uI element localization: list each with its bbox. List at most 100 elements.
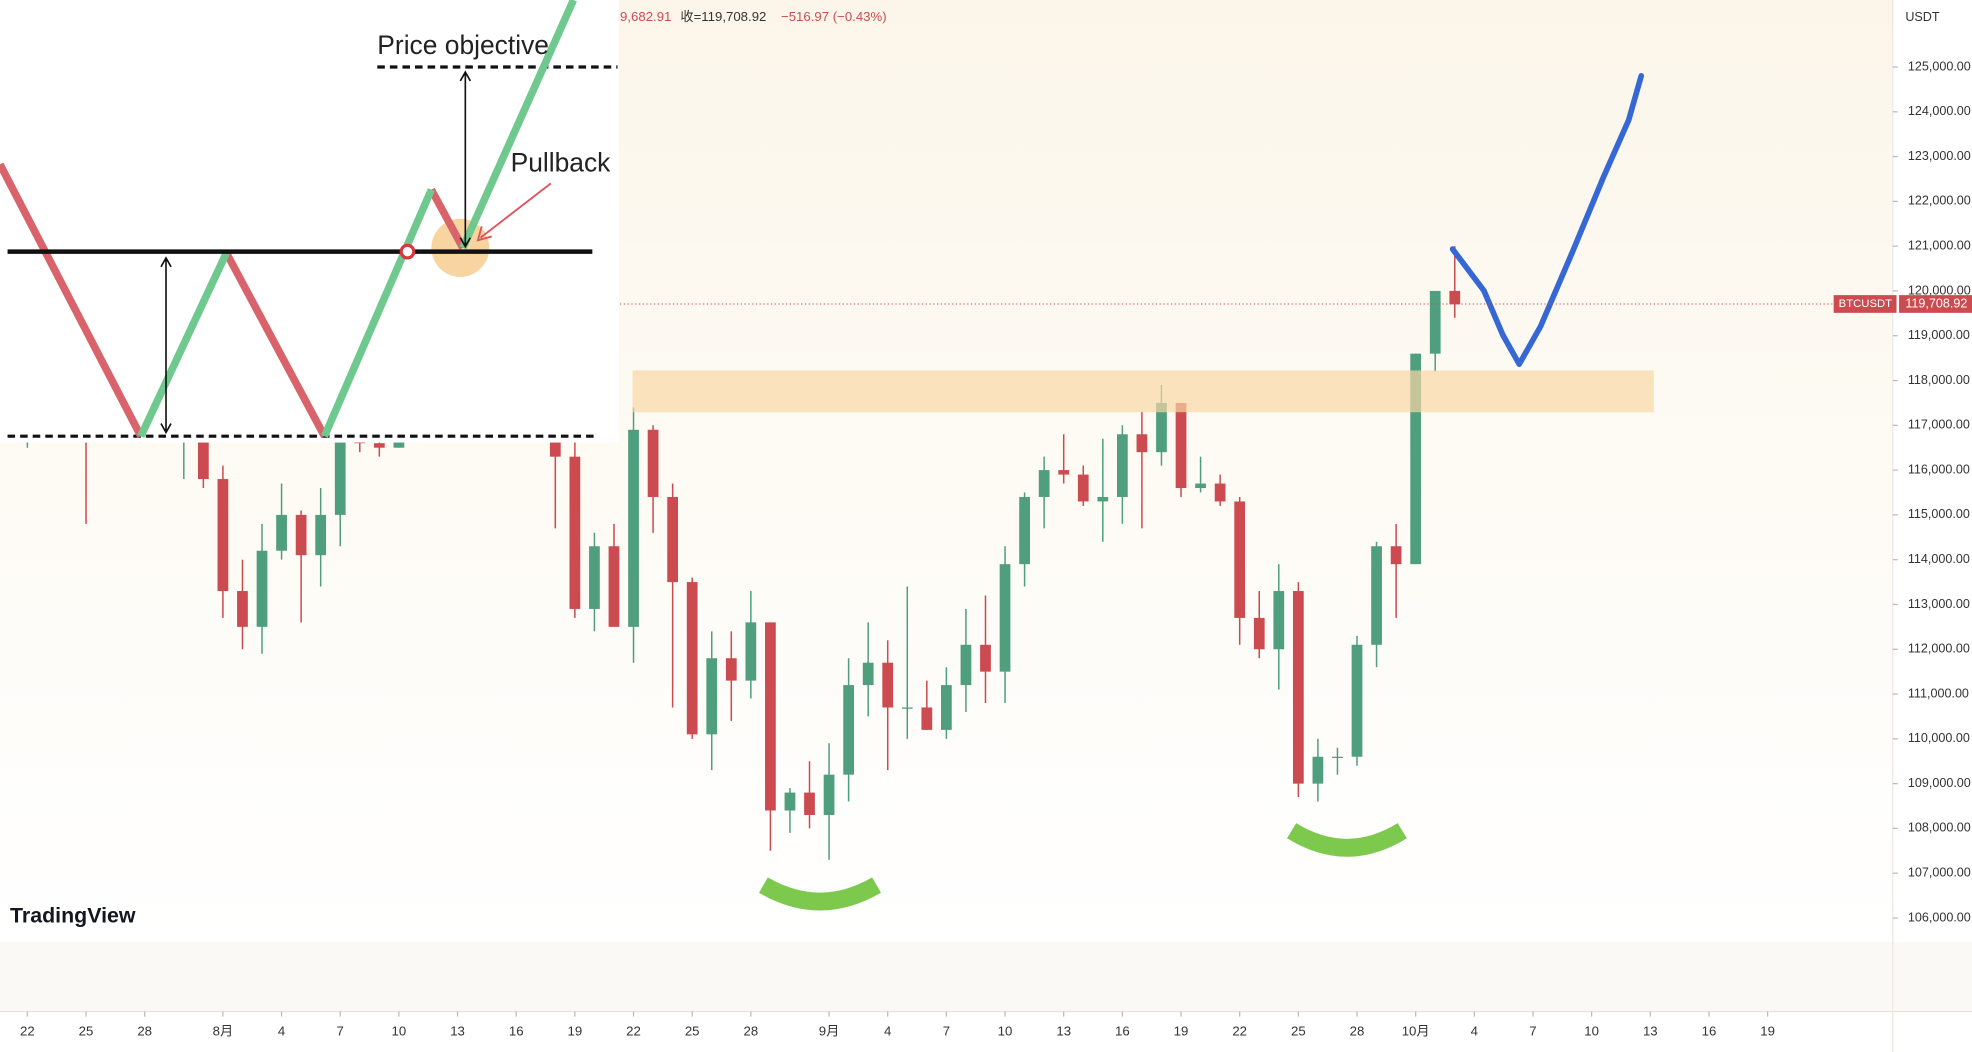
- candle-body: [1116, 434, 1128, 497]
- header-close: 收=119,708.92: [680, 9, 766, 24]
- candle-body: [843, 685, 854, 775]
- candle-body: [256, 550, 268, 627]
- breakout-point: [399, 243, 416, 260]
- x-tick-label: 22: [626, 1023, 641, 1038]
- candle-body: [1058, 470, 1070, 475]
- y-tick-label: 124,000.00: [1908, 104, 1971, 118]
- x-tick-label: 4: [884, 1023, 891, 1038]
- candle-body: [804, 792, 815, 815]
- candle-body: [373, 443, 385, 448]
- down-legs: [0, 162, 467, 439]
- x-tick-label: 13: [1056, 1023, 1071, 1038]
- candle-body: [1332, 756, 1343, 759]
- candle-body: [980, 644, 991, 672]
- candle-body: [1410, 353, 1422, 565]
- candle-body: [901, 707, 913, 709]
- candle-body: [1429, 290, 1441, 354]
- candle-body: [862, 662, 874, 686]
- symbol-label: BTCUSDT: [1839, 298, 1892, 310]
- candle-body: [217, 479, 229, 592]
- x-tick-label: 28: [744, 1023, 759, 1038]
- bottom-arc: [758, 877, 881, 911]
- y-tick-label: 106,000.00: [1908, 910, 1971, 924]
- y-tick-label: 111,000.00: [1908, 686, 1969, 700]
- x-tick-label: 19: [1760, 1023, 1775, 1038]
- projection-line: [1449, 73, 1645, 367]
- x-tick-label: 16: [1702, 1023, 1717, 1038]
- header-fragment: 9,682.91: [620, 9, 671, 24]
- candle-body: [589, 546, 600, 609]
- candle-body: [706, 658, 718, 735]
- candle-body: [1273, 591, 1285, 650]
- x-tick-label: 7: [337, 1023, 344, 1038]
- candle-body: [1038, 470, 1050, 497]
- candle-body: [784, 792, 796, 811]
- x-tick-label: 28: [137, 1023, 152, 1038]
- x-tick-label: 8月: [213, 1023, 234, 1038]
- x-tick-label: 13: [450, 1023, 465, 1038]
- candle-body: [295, 514, 307, 556]
- y-tick-label: 107,000.00: [1908, 866, 1971, 880]
- x-tick-label: 16: [509, 1023, 524, 1038]
- candle-body: [1156, 402, 1167, 453]
- pullback-label: Pullback: [511, 147, 612, 177]
- candle-body: [1234, 501, 1246, 618]
- y-tick-label: 125,000.00: [1908, 59, 1971, 73]
- x-tick-label: 10: [1584, 1023, 1599, 1038]
- candle-body: [745, 622, 757, 681]
- last-price-label: 119,708.92: [1905, 296, 1967, 310]
- price-tag: [1899, 295, 1972, 313]
- x-tick-label: 4: [1471, 1023, 1478, 1038]
- y-tick-label: 120,000.00: [1908, 283, 1971, 297]
- ohlc-header: 9,682.91 收=119,708.92 −516.97 (−0.43%): [620, 9, 887, 24]
- height-arrow: [160, 256, 172, 435]
- candle-body: [1175, 402, 1187, 489]
- candle-body: [686, 582, 698, 735]
- candle-body: [1292, 591, 1304, 784]
- y-tick-label: 121,000.00: [1908, 238, 1971, 252]
- x-tick-label: 25: [79, 1023, 94, 1038]
- x-tick-label: 13: [1643, 1023, 1658, 1038]
- y-tick-label: 115,000.00: [1908, 507, 1970, 521]
- x-tick-label: 4: [278, 1023, 285, 1038]
- x-tick-label: 19: [568, 1023, 583, 1038]
- y-tick-label: 119,000.00: [1908, 328, 1970, 342]
- y-tick-label: 113,000.00: [1908, 597, 1970, 611]
- watermark: TradingView: [10, 903, 136, 927]
- x-tick-label: 19: [1174, 1023, 1189, 1038]
- y-tick-label: 123,000.00: [1908, 149, 1971, 163]
- x-tick-label: 10月: [1402, 1023, 1430, 1038]
- pullback-arrow: [476, 182, 552, 242]
- candle-body: [960, 644, 972, 686]
- candle-body: [1019, 496, 1030, 565]
- currency-label: USDT: [1905, 10, 1940, 24]
- candle-body: [1253, 617, 1265, 650]
- candle-body: [667, 496, 679, 583]
- x-tick-label: 25: [1291, 1023, 1306, 1038]
- x-tick-label: 28: [1350, 1023, 1365, 1038]
- candle-body: [1351, 644, 1363, 757]
- y-tick-label: 116,000.00: [1908, 462, 1970, 476]
- candle-body: [999, 564, 1011, 672]
- axes: 106,000.00 107,000.00 108,000.00 109,000.00…: [20, 59, 1972, 1038]
- candle-body: [276, 514, 287, 551]
- overlay-background: [0, 0, 619, 443]
- candle-body: [334, 402, 346, 515]
- y-tick-label: 122,000.00: [1908, 194, 1971, 208]
- candle-body: [628, 429, 639, 627]
- x-tick-label: 10: [998, 1023, 1013, 1038]
- up-legs: [137, 0, 577, 438]
- y-tick-label: 118,000.00: [1908, 373, 1970, 387]
- candle-body: [237, 591, 248, 627]
- x-tick-label: 25: [685, 1023, 700, 1038]
- x-tick-label: 7: [943, 1023, 950, 1038]
- candle-body: [569, 456, 581, 609]
- candle-body: [608, 546, 620, 627]
- candle-body: [1390, 546, 1402, 565]
- header-change: −516.97 (−0.43%): [781, 9, 887, 24]
- x-tick-label: 7: [1529, 1023, 1536, 1038]
- candle-body: [941, 685, 952, 730]
- objective-arrow: [459, 70, 472, 249]
- candle-body: [315, 514, 327, 556]
- y-tick-label: 112,000.00: [1908, 642, 1970, 656]
